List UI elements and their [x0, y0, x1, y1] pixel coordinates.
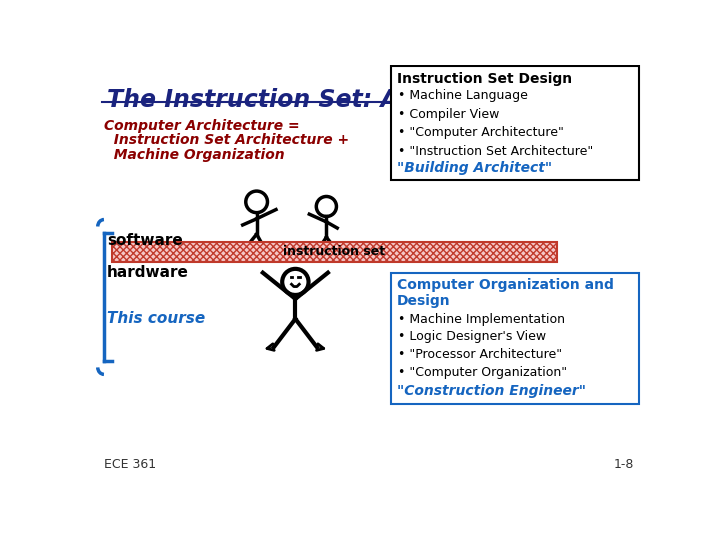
Text: ECE 361: ECE 361 — [104, 458, 156, 471]
Text: 1-8: 1-8 — [613, 458, 634, 471]
Text: • Compiler View: • Compiler View — [398, 108, 500, 121]
Bar — [112, 242, 557, 262]
Text: Computer Architecture =: Computer Architecture = — [104, 119, 300, 133]
Text: The Instruction Set: A Critical Interface: The Instruction Set: A Critical Interfac… — [107, 88, 631, 112]
Text: • Machine Implementation: • Machine Implementation — [398, 313, 565, 326]
Text: Instruction Set Architecture +: Instruction Set Architecture + — [104, 133, 349, 147]
Text: • "Processor Architecture": • "Processor Architecture" — [398, 348, 562, 361]
Text: • "Instruction Set Architecture": • "Instruction Set Architecture" — [398, 145, 594, 158]
Text: • "Computer Organization": • "Computer Organization" — [398, 366, 567, 379]
Bar — [391, 66, 639, 180]
Text: Computer Organization and
Design: Computer Organization and Design — [397, 278, 613, 308]
Text: • Logic Designer's View: • Logic Designer's View — [398, 330, 546, 343]
Text: Machine Organization: Machine Organization — [104, 148, 284, 162]
Text: • Machine Language: • Machine Language — [398, 90, 528, 103]
Text: This course: This course — [107, 312, 205, 326]
Bar — [391, 273, 639, 403]
Text: hardware: hardware — [107, 265, 189, 280]
Text: "Building Architect": "Building Architect" — [397, 161, 552, 175]
Text: • "Computer Architecture": • "Computer Architecture" — [398, 126, 564, 139]
Text: "Construction Engineer": "Construction Engineer" — [397, 384, 586, 398]
Text: instruction set: instruction set — [284, 245, 386, 259]
Text: software: software — [107, 233, 183, 248]
Text: Instruction Set Design: Instruction Set Design — [397, 72, 572, 86]
